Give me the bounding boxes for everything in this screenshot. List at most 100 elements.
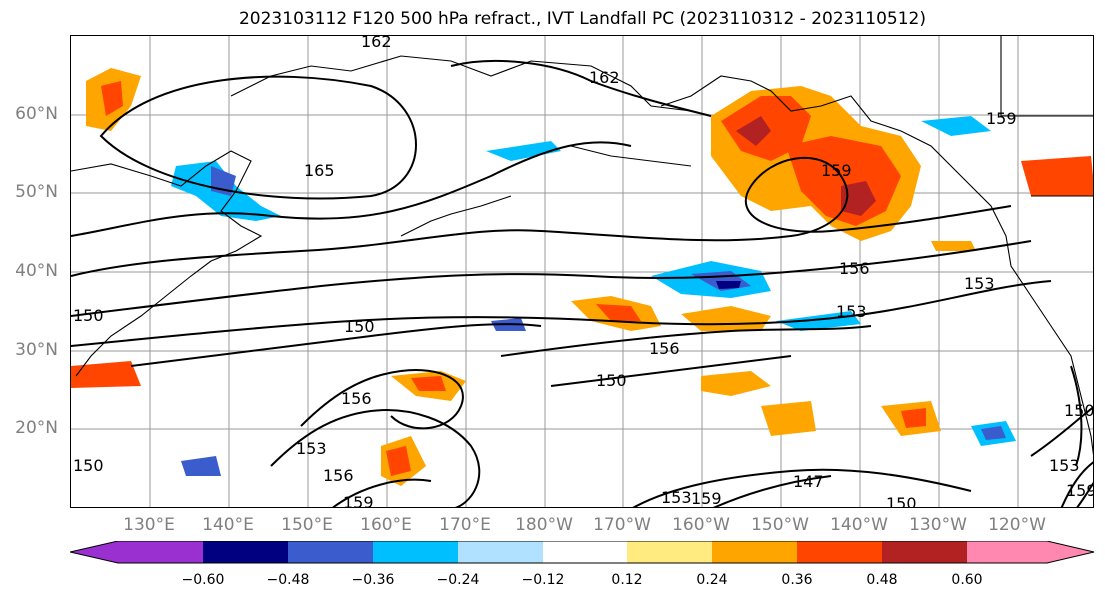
colorbar-tick-5: 0.12	[611, 572, 643, 588]
lon-label-140w: 140°W	[830, 515, 888, 535]
contour-147	[632, 468, 972, 507]
contour-162-a	[71, 141, 632, 237]
lon-label-170w: 170°W	[593, 515, 651, 535]
fill-hawaii-orange	[761, 401, 816, 436]
fill-east-orange-2	[931, 241, 976, 251]
contour-label-147: 147	[793, 472, 824, 491]
colorbar-tick-9: 0.60	[951, 572, 983, 588]
lon-label-160e: 160°E	[360, 515, 412, 535]
contour-label-150-b: 150	[596, 371, 627, 390]
contour-159-c	[1076, 482, 1093, 507]
lon-label-150e: 150°E	[281, 515, 333, 535]
colorbar-tick-8: 0.48	[866, 572, 898, 588]
fill-sw-darkblue	[181, 456, 221, 476]
north-america-coastline	[660, 75, 1093, 456]
colorbar-swatch-12	[1047, 541, 1094, 563]
siberia-coastline	[230, 55, 692, 112]
contour-label-150-f: 150	[73, 456, 104, 475]
fill-east-red	[901, 408, 926, 428]
lon-label-120w: 120°W	[988, 515, 1046, 535]
colorbar-swatch-9	[797, 541, 882, 563]
colorbar-tick-3: −0.24	[436, 572, 480, 588]
colorbar-tick-1: −0.48	[266, 572, 310, 588]
contour-label-159-d: 159	[691, 489, 722, 508]
contour-label-165: 165	[304, 161, 335, 180]
colorbar-swatch-0	[70, 541, 118, 563]
colorbar-swatch-7	[627, 541, 712, 563]
aleutian-chain	[400, 195, 512, 237]
contour-label-156-b: 156	[649, 339, 680, 358]
aleutian-chain-east	[570, 145, 692, 167]
contour-153-b	[270, 409, 481, 507]
canada-border	[1000, 36, 1093, 117]
graticule	[71, 36, 1093, 507]
ivt-anomaly-fills	[71, 68, 1093, 486]
contour-156	[71, 240, 1032, 317]
contour-162-b	[450, 60, 712, 117]
fill-okhotsk-red	[101, 81, 123, 116]
contour-153-c	[1060, 461, 1093, 507]
map-canvas: 162 162 165 159 159 156 153 153 150 156 …	[71, 36, 1094, 508]
contour-labels: 162 162 165 159 159 156 153 153 150 156 …	[73, 36, 1094, 508]
fill-gulf-darkred	[841, 181, 876, 216]
colorbar-outline	[70, 541, 1095, 564]
contour-label-159-c: 159	[343, 493, 374, 508]
lat-label-30n: 30°N	[15, 340, 58, 360]
lat-label-60n: 60°N	[15, 104, 58, 124]
fill-aleutian-blue	[486, 141, 561, 161]
lon-label-130w: 130°W	[909, 515, 967, 535]
fill-central-navy	[716, 281, 741, 289]
fill-alaska-darkred	[736, 116, 771, 146]
lon-label-170e: 170°E	[439, 515, 491, 535]
contour-label-153-d: 153	[661, 488, 692, 507]
contour-label-156-a: 156	[839, 259, 870, 278]
contour-150-a	[130, 323, 542, 367]
contour-label-159-e: 159	[1066, 481, 1094, 500]
colorbar-swatch-10	[882, 541, 967, 563]
colorbar-swatch-3	[288, 541, 373, 563]
contour-150-b	[550, 355, 792, 387]
colorbar-tick-0: −0.60	[181, 572, 225, 588]
contour-150-d	[1030, 406, 1093, 457]
contour-label-156-d: 156	[323, 466, 354, 485]
fill-baja-darkblue	[981, 426, 1006, 440]
fill-subtropic-orange-2	[681, 306, 771, 331]
contour-label-159-b: 159	[986, 109, 1017, 128]
coastlines	[71, 36, 1093, 456]
colorbar-swatch-8	[712, 541, 797, 563]
fill-west-edge-red	[71, 361, 141, 388]
contour-label-153-c: 153	[296, 439, 327, 458]
colorbar-swatch-11	[967, 541, 1047, 563]
contour-label-153-a: 153	[964, 274, 995, 293]
colorbar-swatch-2	[203, 541, 288, 563]
contour-156-b	[500, 325, 872, 357]
contour-165	[99, 75, 417, 200]
lat-label-40n: 40°N	[15, 261, 58, 281]
colorbar-swatch-1	[118, 541, 203, 563]
contour-label-156-c: 156	[341, 389, 372, 408]
map-plot-area: 162 162 165 159 159 156 153 153 150 156 …	[70, 35, 1094, 508]
fill-westpac-red-1	[411, 376, 446, 391]
fill-subtropic-blue	[776, 311, 861, 331]
colorbar	[70, 541, 1095, 564]
asia-coastline	[71, 150, 263, 377]
colorbar-tick-4: −0.12	[521, 572, 565, 588]
contour-label-159-a: 159	[821, 161, 852, 180]
contour-label-162-b: 162	[589, 68, 620, 87]
colorbar-tick-6: 0.24	[696, 572, 728, 588]
contour-153	[71, 280, 1052, 347]
fill-westpac-red-2	[386, 446, 411, 476]
fill-nw-coast-red	[1021, 156, 1093, 196]
fill-subtropic-orange-3	[701, 371, 771, 396]
contour-156-d	[713, 475, 832, 507]
lon-label-160w: 160°W	[672, 515, 730, 535]
fill-subtropic-red-1	[596, 304, 641, 321]
contour-label-153-e: 153	[1049, 456, 1080, 475]
fill-bc-blue	[921, 116, 991, 136]
lon-label-140e: 140°E	[202, 515, 254, 535]
contour-label-162-a: 162	[361, 36, 392, 51]
colorbar-tick-7: 0.36	[781, 572, 813, 588]
contour-label-150-e: 150	[73, 306, 104, 325]
lat-label-20n: 20°N	[15, 418, 58, 438]
contour-156-c	[300, 369, 464, 430]
